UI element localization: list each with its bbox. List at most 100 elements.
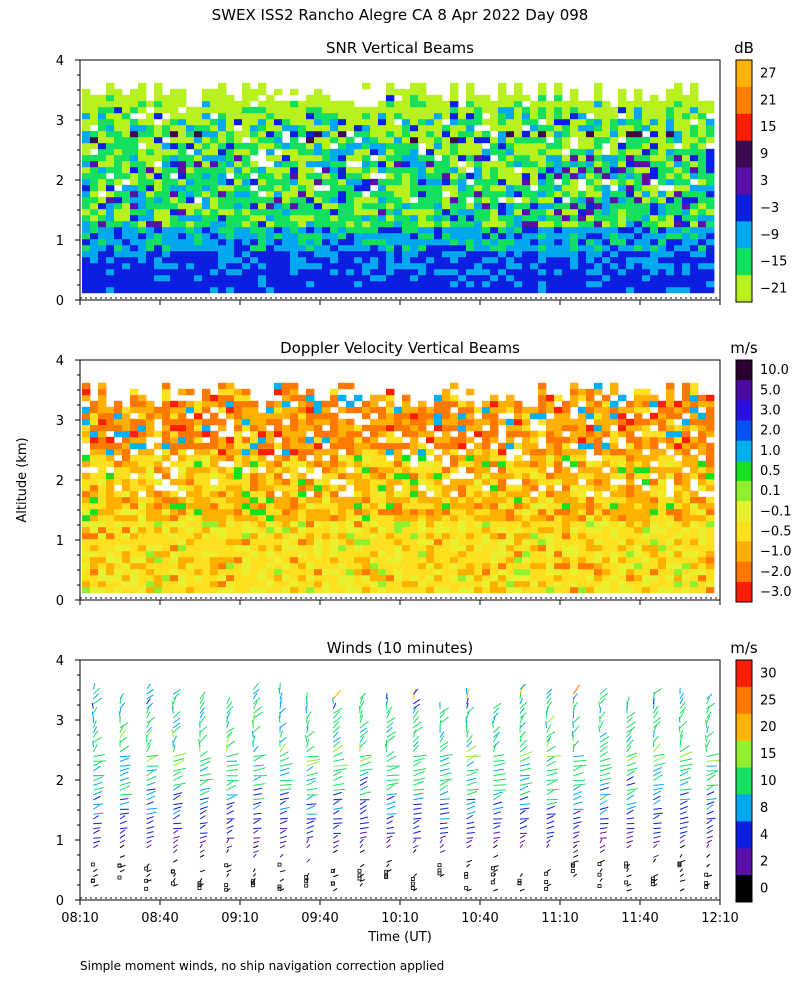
heatmap-cell: [130, 562, 139, 570]
heatmap-cell: [490, 202, 499, 210]
heatmap-cell: [578, 586, 587, 594]
heatmap-cell: [578, 394, 587, 402]
heatmap-cell: [418, 274, 427, 282]
heatmap-cell: [282, 124, 291, 132]
heatmap-cell: [322, 574, 331, 582]
heatmap-cell: [138, 412, 147, 420]
heatmap-cell: [82, 424, 91, 432]
heatmap-cell: [98, 412, 107, 420]
heatmap-cell: [650, 268, 659, 276]
heatmap-cell: [506, 436, 515, 444]
heatmap-cell: [106, 520, 115, 528]
heatmap-cell: [418, 160, 427, 168]
heatmap-cell: [442, 436, 451, 444]
heatmap-cell: [170, 196, 179, 204]
heatmap-cell: [242, 160, 251, 168]
heatmap-cell: [434, 214, 443, 222]
heatmap-cell: [234, 502, 243, 510]
heatmap-cell: [418, 250, 427, 258]
heatmap-cell: [490, 580, 499, 588]
heatmap-cell: [298, 568, 307, 576]
heatmap-cell: [458, 502, 467, 510]
heatmap-cell: [274, 472, 283, 480]
heatmap-cell: [418, 106, 427, 114]
heatmap-cell: [546, 502, 555, 510]
heatmap-cell: [642, 238, 651, 246]
heatmap-cell: [338, 238, 347, 246]
heatmap-cell: [666, 514, 675, 522]
heatmap-cell: [410, 484, 419, 492]
heatmap-cell: [578, 568, 587, 576]
heatmap-cell: [642, 538, 651, 546]
heatmap-cell: [666, 220, 675, 228]
heatmap-cell: [698, 154, 707, 162]
heatmap-cell: [426, 100, 435, 108]
heatmap-cell: [434, 124, 443, 132]
heatmap-cell: [490, 400, 499, 408]
heatmap-cell: [394, 496, 403, 504]
heatmap-cell: [506, 280, 515, 288]
heatmap-cell: [354, 184, 363, 192]
heatmap-cell: [442, 274, 451, 282]
heatmap-cell: [490, 490, 499, 498]
heatmap-cell: [586, 520, 595, 528]
heatmap-cell: [458, 196, 467, 204]
heatmap-cell: [498, 178, 507, 186]
heatmap-cell: [202, 580, 211, 588]
heatmap-cell: [226, 472, 235, 480]
heatmap-cell: [594, 586, 603, 594]
heatmap-cell: [618, 460, 627, 468]
heatmap-cell: [370, 418, 379, 426]
heatmap-cell: [586, 502, 595, 510]
heatmap-cell: [210, 460, 219, 468]
heatmap-cell: [346, 550, 355, 558]
heatmap-cell: [106, 580, 115, 588]
heatmap-cell: [290, 424, 299, 432]
heatmap-cell: [210, 100, 219, 108]
heatmap-cell: [538, 532, 547, 540]
heatmap-cell: [698, 514, 707, 522]
heatmap-cell: [634, 118, 643, 126]
heatmap-cell: [634, 466, 643, 474]
heatmap-cell: [370, 250, 379, 258]
heatmap-cell: [130, 388, 139, 396]
heatmap-cell: [146, 454, 155, 462]
heatmap-cell: [298, 130, 307, 138]
heatmap-cell: [474, 562, 483, 570]
heatmap-cell: [546, 286, 555, 294]
heatmap-cell: [706, 136, 715, 144]
heatmap-cell: [218, 580, 227, 588]
heatmap-cell: [210, 526, 219, 534]
heatmap-cell: [674, 220, 683, 228]
heatmap-cell: [242, 130, 251, 138]
heatmap-cell: [674, 436, 683, 444]
heatmap-cell: [114, 196, 123, 204]
heatmap-cell: [170, 556, 179, 564]
heatmap-cell: [186, 562, 195, 570]
panel-title-doppler: Doppler Velocity Vertical Beams: [280, 339, 520, 357]
heatmap-cell: [210, 88, 219, 96]
heatmap-cell: [218, 478, 227, 486]
heatmap-cell: [458, 508, 467, 516]
heatmap-cell: [602, 112, 611, 120]
heatmap-cell: [90, 244, 99, 252]
heatmap-cell: [162, 436, 171, 444]
heatmap-cell: [514, 154, 523, 162]
y-tick-label: 4: [56, 54, 64, 69]
heatmap-cell: [522, 544, 531, 552]
heatmap-cell: [642, 520, 651, 528]
heatmap-cell: [394, 142, 403, 150]
heatmap-cell: [218, 142, 227, 150]
heatmap-cell: [194, 478, 203, 486]
colorbar-unit-snr: dB: [734, 39, 754, 57]
heatmap-cell: [570, 184, 579, 192]
heatmap-cell: [298, 562, 307, 570]
heatmap-cell: [610, 532, 619, 540]
heatmap-cell: [146, 502, 155, 510]
heatmap-cell: [586, 256, 595, 264]
heatmap-cell: [130, 406, 139, 414]
heatmap-cell: [666, 190, 675, 198]
heatmap-cell: [290, 124, 299, 132]
heatmap-cell: [82, 238, 91, 246]
